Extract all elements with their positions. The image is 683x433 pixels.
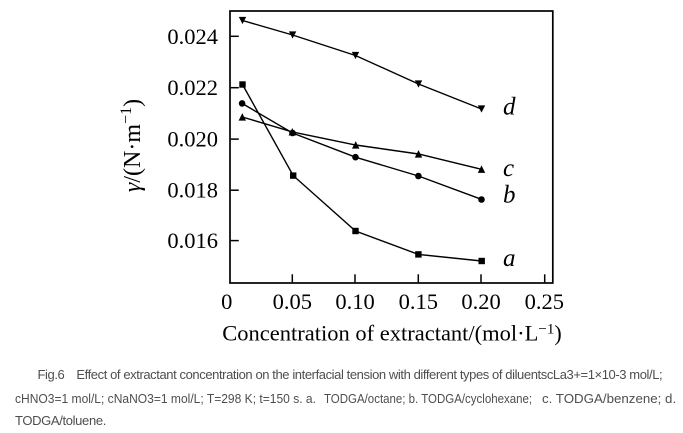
svg-text:b: b [503, 181, 516, 208]
svg-text:0.15: 0.15 [399, 289, 438, 314]
svg-text:c: c [503, 155, 514, 182]
svg-text:0: 0 [221, 289, 232, 314]
svg-text:0.20: 0.20 [461, 289, 500, 314]
svg-text:0.018: 0.018 [167, 178, 218, 203]
svg-text:0.10: 0.10 [335, 289, 374, 314]
svg-text:d: d [503, 94, 516, 121]
svg-text:Concentration of extractant/(m: Concentration of extractant/(mol·L−1) [222, 321, 561, 346]
svg-text:γ/(N·m−1): γ/(N·m−1) [118, 99, 146, 192]
svg-text:0.25: 0.25 [525, 289, 564, 314]
svg-text:0.05: 0.05 [273, 289, 312, 314]
svg-text:0.016: 0.016 [167, 228, 218, 253]
svg-text:a: a [503, 245, 516, 272]
svg-text:0.022: 0.022 [167, 75, 218, 100]
svg-text:0.024: 0.024 [167, 24, 218, 49]
svg-text:0.020: 0.020 [167, 127, 218, 152]
